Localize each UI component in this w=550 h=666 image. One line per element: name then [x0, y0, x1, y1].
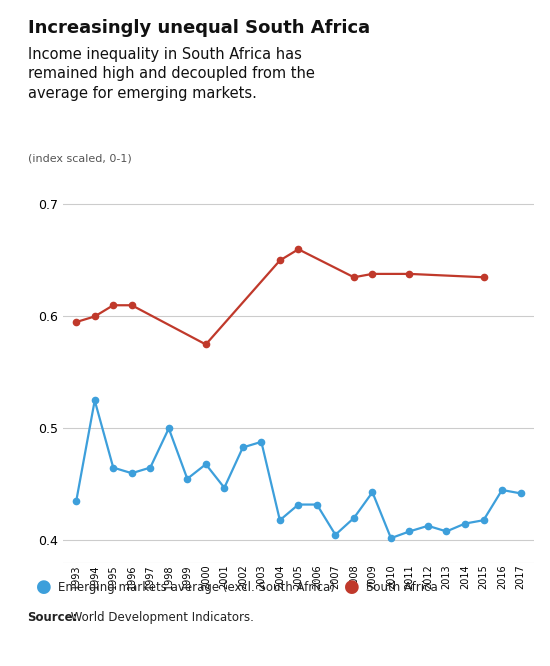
Text: Income inequality in South Africa has
remained high and decoupled from the
avera: Income inequality in South Africa has re… [28, 47, 315, 101]
Text: Source:: Source: [28, 611, 78, 624]
Text: South Africa: South Africa [366, 581, 437, 594]
Text: World Development Indicators.: World Development Indicators. [67, 611, 254, 624]
Text: ●: ● [36, 578, 52, 597]
Text: ●: ● [344, 578, 360, 597]
Text: Increasingly unequal South Africa: Increasingly unequal South Africa [28, 19, 370, 37]
Text: INTERNATIONAL MONETARY FUND: INTERNATIONAL MONETARY FUND [130, 637, 420, 653]
Text: (index scaled, 0-1): (index scaled, 0-1) [28, 153, 131, 163]
Text: Emerging markets average (excl. South Africa): Emerging markets average (excl. South Af… [58, 581, 334, 594]
